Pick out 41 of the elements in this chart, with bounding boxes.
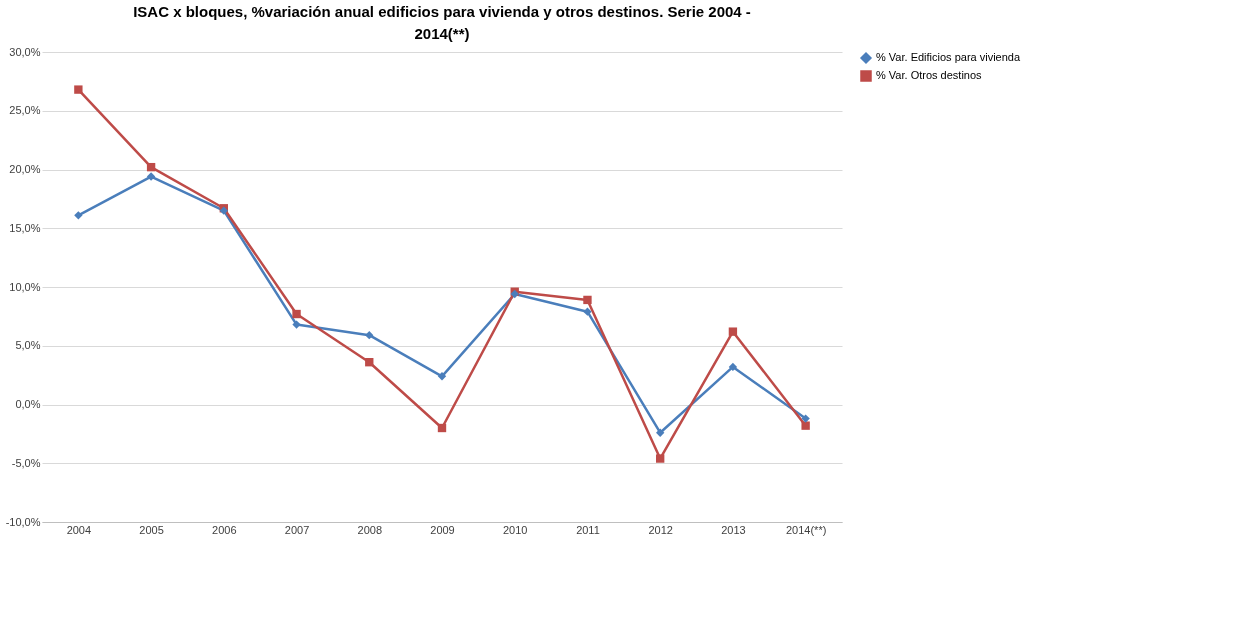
point xyxy=(728,362,738,372)
point xyxy=(437,372,447,381)
x-tick-label: 2006 xyxy=(212,523,237,536)
y-tick-label: 20,0% xyxy=(9,163,41,175)
point xyxy=(728,327,738,336)
chart-title: ISAC x bloques, %variación anual edificios para vivienda y otros destinos. Serie 2004 - 2014(**) xyxy=(133,3,751,42)
y-tick-label: 5,0% xyxy=(15,339,41,352)
point xyxy=(146,162,156,172)
y-tick-label: 0,0% xyxy=(15,398,41,410)
y-tick-label: 30,0% xyxy=(9,45,41,58)
point xyxy=(292,320,301,329)
x-tick-label: 2012 xyxy=(648,523,673,536)
point xyxy=(656,454,665,463)
x-tick-label: 2013 xyxy=(721,523,746,536)
y-tick-label: 25,0% xyxy=(9,104,41,117)
point xyxy=(146,172,156,181)
point xyxy=(801,421,810,430)
x-tick-label: 2005 xyxy=(139,523,164,536)
x-tick-label: 2014(**) xyxy=(785,523,827,536)
point xyxy=(74,211,83,220)
x-tick-label: 2007 xyxy=(284,523,310,536)
point xyxy=(583,295,592,305)
point xyxy=(292,309,301,319)
legend-label: % Var. Edificios para vivienda xyxy=(876,51,1021,63)
x-tick-label: 2010 xyxy=(502,523,528,536)
point xyxy=(583,307,592,316)
y-tick-label: -5,0% xyxy=(11,456,41,469)
y-tick-label: -10,0% xyxy=(5,515,41,528)
point xyxy=(437,423,447,433)
x-tick-label: 2009 xyxy=(430,523,455,536)
x-tick-label: 2011 xyxy=(576,523,600,536)
x-tick-label: 2008 xyxy=(357,523,383,536)
legend-label: % Var. Otros destinos xyxy=(876,69,983,81)
point xyxy=(365,330,374,340)
point xyxy=(74,85,83,94)
x-tick-label: 2004 xyxy=(66,523,92,536)
y-tick-label: 15,0% xyxy=(9,221,41,234)
point xyxy=(365,358,374,367)
point xyxy=(801,414,810,423)
point xyxy=(656,428,665,437)
y-tick-label: 10,0% xyxy=(9,280,41,293)
